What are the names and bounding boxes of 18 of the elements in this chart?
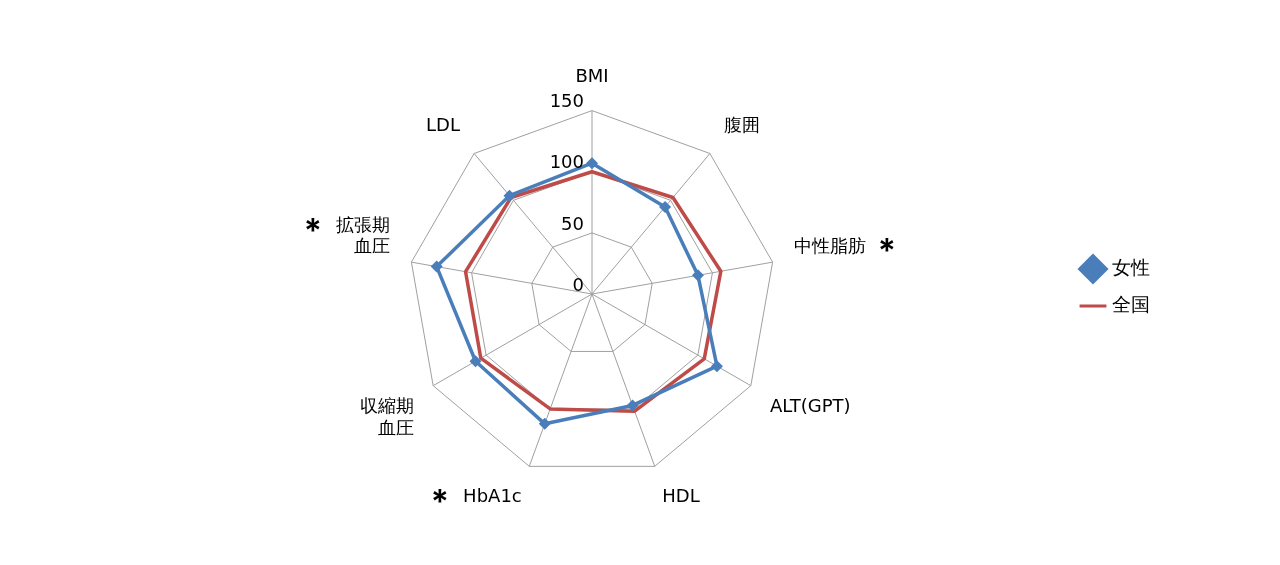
spoke-label: 収縮期血圧 [360,395,415,438]
y-tick-label: 50 [561,212,584,234]
spoke-label: HDL [662,485,700,507]
spoke-label: LDL [426,113,460,135]
spoke-label: 中性脂肪 [794,235,867,257]
spoke-label: HbA1c [463,485,522,507]
text: ＊ [297,210,328,246]
spoke-label: BMI [575,65,609,87]
text: ＊ [425,481,456,517]
spoke-label: 腹囲 [724,113,761,135]
y-tick-label: 100 [549,151,584,173]
legend-label: 全国 [1112,292,1150,315]
legend-label: 女性 [1112,255,1150,278]
text: ＊ [872,231,903,267]
y-tick-label: 150 [549,90,584,112]
spoke-label: ALT(GPT) [769,395,851,417]
spoke-label: 拡張期血圧 [335,213,390,257]
y-tick-label: 0 [572,273,584,295]
